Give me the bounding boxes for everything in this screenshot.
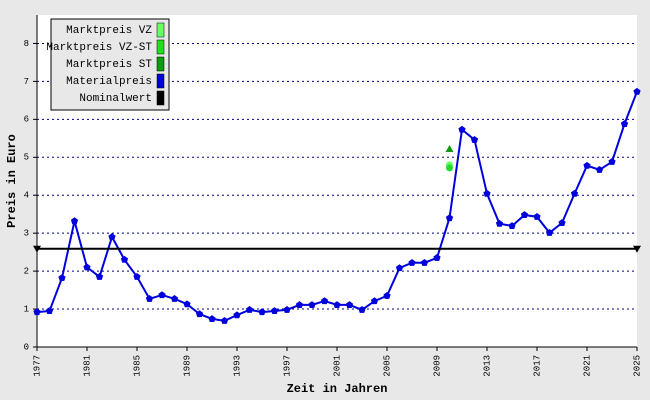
point <box>45 307 54 315</box>
point <box>445 144 454 152</box>
point <box>508 222 516 230</box>
y-tick-label: 3 <box>24 229 29 239</box>
point <box>120 255 129 263</box>
x-tick-label: 1997 <box>282 355 292 377</box>
x-tick-label: 1993 <box>232 355 242 377</box>
point <box>633 87 641 95</box>
x-tick-label: 2021 <box>582 355 592 377</box>
y-axis-label: Preis in Euro <box>5 134 19 228</box>
legend-label: Marktpreis VZ-ST <box>46 42 152 54</box>
point <box>608 158 616 165</box>
point <box>333 301 341 308</box>
point <box>70 217 79 225</box>
point <box>95 273 104 280</box>
point <box>220 317 229 324</box>
point <box>345 301 354 308</box>
point <box>570 189 579 197</box>
x-axis-label: Zeit in Jahren <box>287 382 388 396</box>
x-tick-label: 2025 <box>632 355 642 377</box>
legend-swatch <box>156 90 165 106</box>
point <box>270 307 279 315</box>
legend-swatch <box>156 39 165 55</box>
point <box>158 291 166 299</box>
legend-label: Materialpreis <box>66 76 152 88</box>
point <box>583 161 591 169</box>
point <box>545 228 554 236</box>
point <box>420 258 429 266</box>
point <box>195 310 204 318</box>
point <box>358 306 366 313</box>
legend-label: Nominalwert <box>79 93 152 105</box>
point <box>445 214 454 222</box>
legend-swatch <box>156 73 165 89</box>
y-tick-label: 1 <box>24 304 29 314</box>
x-tick-label: 1981 <box>82 355 92 377</box>
point <box>208 315 216 322</box>
point <box>395 264 404 272</box>
point <box>33 245 41 253</box>
point <box>320 297 329 305</box>
point <box>245 306 254 313</box>
x-tick-label: 1977 <box>32 355 42 377</box>
point <box>533 213 541 220</box>
legend-swatch <box>156 56 165 72</box>
point <box>408 258 416 266</box>
point <box>520 211 529 219</box>
y-tick-label: 5 <box>24 153 29 163</box>
point <box>308 301 316 308</box>
point <box>446 164 453 172</box>
x-tick-label: 2009 <box>432 355 442 377</box>
x-tick-label: 2017 <box>532 355 542 377</box>
legend: Marktpreis VZ Marktpreis VZ-ST Marktpreis … <box>46 18 170 111</box>
point <box>433 254 441 261</box>
point <box>108 233 116 241</box>
x-tick-label: 1985 <box>132 355 142 377</box>
point <box>620 120 629 127</box>
x-tick-label: 2005 <box>382 355 392 377</box>
point <box>133 273 141 280</box>
y-tick-label: 8 <box>24 39 29 49</box>
point <box>470 136 479 143</box>
point <box>183 300 191 308</box>
y-tick-label: 7 <box>24 77 29 87</box>
point <box>283 306 291 313</box>
x-tick-label: 1989 <box>182 355 192 377</box>
point <box>170 295 179 302</box>
y-tick-label: 2 <box>24 266 29 276</box>
point <box>258 308 266 316</box>
point <box>483 189 491 197</box>
point <box>495 219 504 227</box>
y-tick-label: 4 <box>24 191 29 201</box>
point <box>33 308 41 316</box>
y-tick-label: 0 <box>24 342 29 352</box>
point <box>558 219 566 227</box>
x-tick-label: 2001 <box>332 355 342 377</box>
legend-swatch <box>156 22 165 38</box>
point <box>83 263 91 271</box>
point <box>145 295 154 302</box>
legend-label: Marktpreis ST <box>66 59 152 71</box>
point <box>595 166 604 173</box>
point <box>58 274 66 282</box>
point <box>295 301 304 308</box>
legend-label: Marktpreis VZ <box>66 25 152 37</box>
point <box>370 297 379 305</box>
x-tick-label: 2013 <box>482 355 492 377</box>
legend-box <box>50 18 170 111</box>
point <box>233 311 241 319</box>
point <box>633 245 641 253</box>
y-tick-label: 6 <box>24 115 29 125</box>
point <box>458 125 466 133</box>
point <box>383 291 391 299</box>
